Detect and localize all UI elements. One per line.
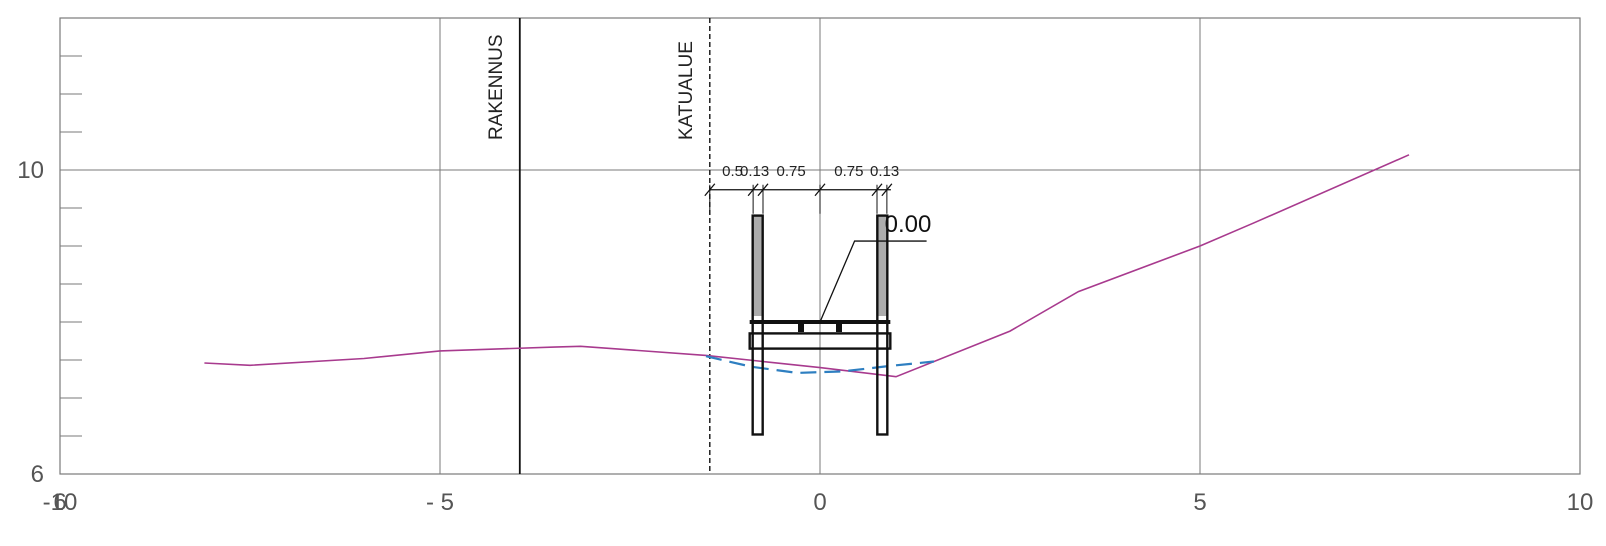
reference-line-label: KATUALUE (676, 41, 697, 140)
right-post (876, 214, 889, 436)
y-tick-label: 6 (31, 461, 44, 488)
structure-group: 0.00 (748, 211, 932, 436)
x-tick-label: -10 (43, 489, 78, 516)
dashed-series-line (705, 355, 935, 375)
reference-line-label: RAKENNUS (486, 34, 507, 140)
x-tick-label: 0 (813, 489, 826, 516)
post-fill (877, 215, 888, 316)
x-tick-label: - 5 (426, 489, 454, 516)
y-tick-label: 10 (17, 157, 44, 184)
elevation-label: 0.00 (885, 211, 932, 238)
left-post (751, 214, 764, 436)
elevation-leader (819, 240, 927, 323)
dimension-label: 0.75 (834, 163, 863, 180)
dimension-group: 0.50.13 0.75 0.75 0.13 (704, 163, 899, 214)
ground-profile-line (204, 154, 1410, 378)
x-tick-label: 5 (1193, 489, 1206, 516)
post-fill (752, 215, 763, 316)
beam-connector (798, 322, 804, 332)
x-tick-label: 6 (53, 489, 66, 516)
series-group (204, 154, 1410, 378)
lower-beam (748, 332, 892, 350)
dimension-label: 0.5 (722, 163, 743, 180)
beam-connector (836, 322, 842, 332)
dimension-label: 0.13 (870, 163, 899, 180)
dimension-label: 0.75 (777, 163, 806, 180)
tick-labels: RAKENNUS KATUALUE -106 - 5 0 5 10 10 6 (17, 34, 1593, 516)
dimension-label: 0.13 (740, 163, 769, 180)
x-tick-label: 10 (1567, 489, 1594, 516)
grid (59, 17, 1581, 475)
